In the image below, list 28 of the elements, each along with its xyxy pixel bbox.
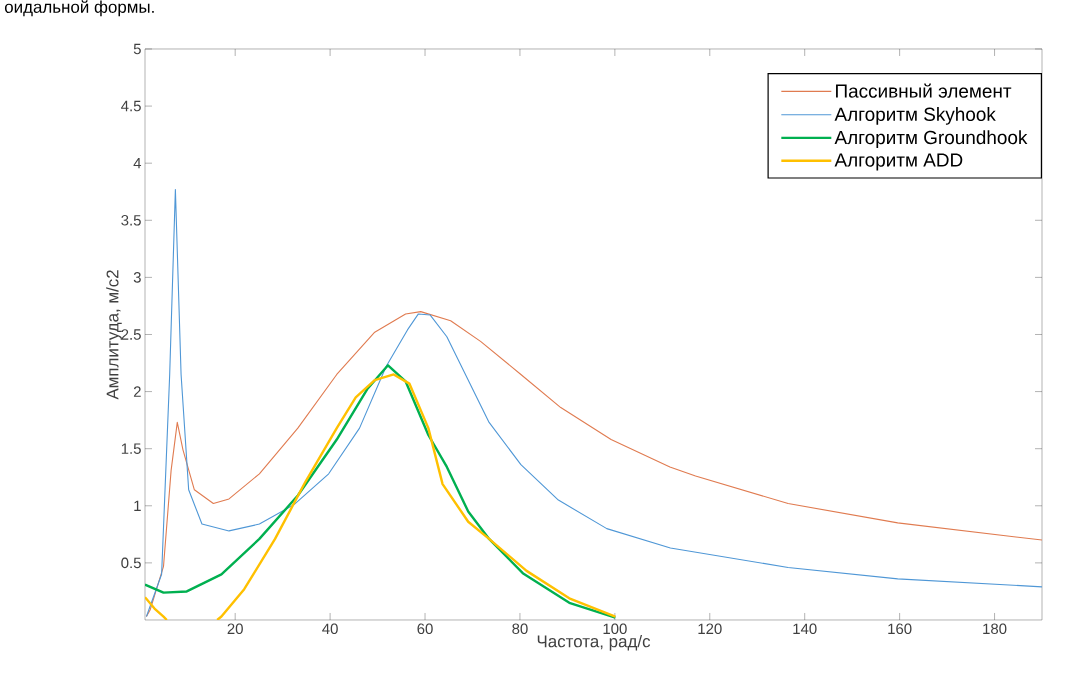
- y-axis-title: Амплитуда, м/с2: [106, 270, 122, 400]
- legend-label: Алгоритм Skyhook: [834, 107, 996, 125]
- legend-label: Пассивный элемент: [836, 83, 1012, 98]
- line-series: [145, 311, 1043, 618]
- line-series: [145, 188, 1043, 618]
- x-tick-label: 80: [512, 623, 528, 635]
- y-tick-label: 4.5: [121, 100, 141, 112]
- x-tick-label: 180: [983, 623, 1007, 635]
- x-tick-label: 100: [603, 623, 627, 635]
- y-tick-label: 4: [133, 158, 142, 169]
- y-tick-label: 5: [133, 43, 141, 55]
- x-tick-label: 160: [888, 623, 912, 635]
- x-tick-label: 140: [793, 623, 817, 635]
- x-axis-title: Частота, рад/с: [537, 634, 651, 651]
- x-tick-label: 60: [417, 623, 433, 635]
- x-tick-label: 120: [698, 623, 722, 635]
- legend-label: Алгоритм ADD: [834, 153, 963, 171]
- x-tick-label: 40: [322, 623, 338, 635]
- y-tick-label: 1: [134, 500, 141, 511]
- y-tick-label: 2.5: [121, 329, 141, 340]
- legend-label: Алгоритм Groundhook: [834, 130, 1028, 148]
- y-tick-label: 3: [133, 272, 141, 283]
- y-tick-label: 0.5: [121, 557, 141, 569]
- x-tick-label: 20: [227, 623, 243, 635]
- text: оидальной формы.: [4, 0, 154, 17]
- y-tick-label: 1.5: [121, 443, 141, 454]
- y-tick-label: 2: [133, 386, 141, 397]
- y-tick-label: 3.5: [121, 214, 141, 226]
